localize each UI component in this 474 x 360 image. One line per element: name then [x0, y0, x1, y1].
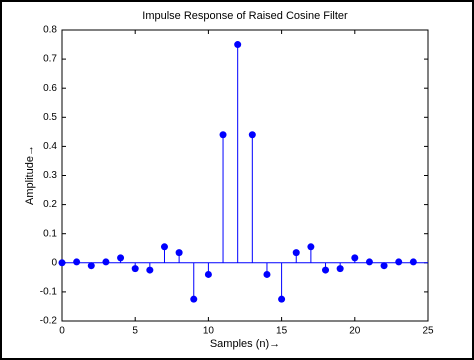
stem-marker	[278, 295, 286, 303]
stem-marker	[409, 258, 417, 266]
y-tick-label: 0	[51, 257, 57, 268]
y-tick-label: 0.2	[43, 199, 57, 210]
y-tick-label: 0.8	[43, 25, 57, 36]
y-tick-label: 0.1	[43, 228, 57, 239]
stem-marker	[160, 243, 168, 251]
x-tick-label: 5	[132, 326, 138, 337]
stem-marker	[204, 270, 212, 278]
y-axis-label: Amplitude→	[24, 145, 36, 205]
stem-marker	[87, 262, 95, 270]
stem-marker	[263, 270, 271, 278]
x-tick-label: 10	[203, 326, 215, 337]
stem-marker	[175, 249, 183, 257]
stem-marker	[117, 254, 125, 262]
stem-marker	[380, 262, 388, 270]
stem-marker	[351, 254, 359, 262]
y-tick-label: 0.7	[43, 54, 57, 65]
stem-marker	[248, 131, 256, 139]
stem-marker	[322, 266, 330, 274]
stem-marker	[307, 243, 315, 251]
stem-marker	[58, 259, 66, 267]
stem-marker	[190, 295, 198, 303]
stem-marker	[131, 265, 139, 273]
stem-marker	[234, 41, 242, 49]
stem-marker	[336, 265, 344, 273]
x-tick-label: 0	[59, 326, 65, 337]
y-tick-label: 0.5	[43, 112, 57, 123]
y-tick-label: 0.4	[43, 141, 57, 152]
y-tick-label: 0.6	[43, 83, 57, 94]
stem-marker	[219, 131, 227, 139]
chart-title: Impulse Response of Raised Cosine Filter	[142, 10, 348, 22]
y-tick-label: -0.2	[40, 316, 58, 327]
x-tick-label: 15	[276, 326, 288, 337]
x-tick-label: 25	[422, 326, 434, 337]
y-tick-label: -0.1	[40, 287, 58, 298]
stem-marker	[292, 249, 300, 257]
stem-marker	[146, 266, 154, 274]
stem-marker	[395, 258, 403, 266]
y-tick-label: 0.3	[43, 170, 57, 181]
x-axis-label: Samples (n)→	[210, 338, 280, 350]
stem-marker	[365, 258, 373, 266]
stem-marker	[73, 258, 81, 266]
x-tick-label: 20	[349, 326, 361, 337]
stem-marker	[102, 258, 110, 266]
